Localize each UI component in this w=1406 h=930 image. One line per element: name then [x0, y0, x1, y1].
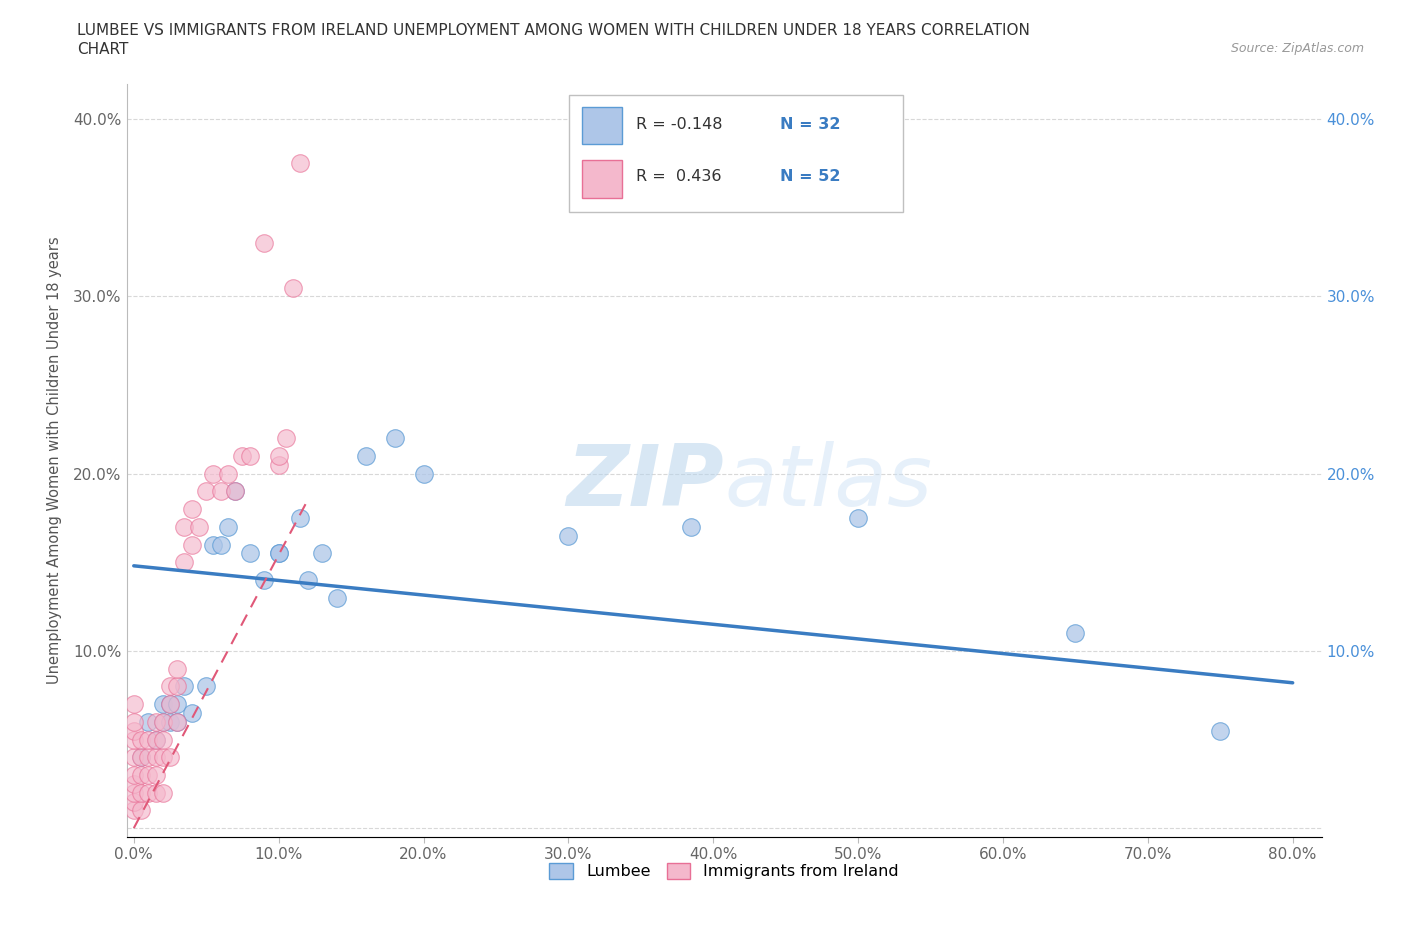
Text: LUMBEE VS IMMIGRANTS FROM IRELAND UNEMPLOYMENT AMONG WOMEN WITH CHILDREN UNDER 1: LUMBEE VS IMMIGRANTS FROM IRELAND UNEMPL… — [77, 23, 1031, 38]
Point — [122, 697, 145, 711]
Point — [166, 714, 188, 729]
Point — [253, 573, 276, 588]
Point — [267, 546, 290, 561]
Point — [122, 732, 145, 747]
Point — [290, 156, 312, 171]
Point — [145, 732, 167, 747]
Point — [136, 714, 159, 729]
Point — [166, 661, 188, 676]
Point — [224, 484, 246, 498]
Point — [159, 750, 181, 764]
Point — [846, 511, 869, 525]
Point — [311, 546, 333, 561]
Point — [152, 750, 174, 764]
Point — [180, 501, 202, 516]
Point — [1064, 626, 1087, 641]
Point — [217, 466, 239, 481]
Point — [122, 785, 145, 800]
Point — [122, 767, 145, 782]
Point — [209, 538, 232, 552]
Point — [239, 546, 262, 561]
Point — [224, 484, 246, 498]
Point — [122, 714, 145, 729]
Point — [217, 519, 239, 534]
Point — [122, 794, 145, 809]
Point — [159, 697, 181, 711]
Point — [557, 528, 579, 543]
Point — [152, 714, 174, 729]
Point — [136, 750, 159, 764]
Point — [122, 724, 145, 738]
Text: ZIP: ZIP — [567, 442, 724, 525]
Point — [136, 767, 159, 782]
Point — [681, 519, 703, 534]
Y-axis label: Unemployment Among Women with Children Under 18 years: Unemployment Among Women with Children U… — [46, 236, 62, 684]
Point — [166, 714, 188, 729]
Point — [166, 697, 188, 711]
Point — [267, 546, 290, 561]
Point — [159, 714, 181, 729]
Point — [152, 785, 174, 800]
Text: atlas: atlas — [724, 442, 932, 525]
Text: CHART: CHART — [77, 42, 129, 57]
Point — [195, 484, 218, 498]
Point — [325, 591, 347, 605]
Point — [159, 697, 181, 711]
Point — [145, 750, 167, 764]
Point — [166, 679, 188, 694]
Point — [152, 714, 174, 729]
Point — [274, 431, 297, 445]
Point — [129, 767, 152, 782]
Point — [231, 448, 253, 463]
Point — [290, 511, 312, 525]
Point — [136, 785, 159, 800]
Text: Source: ZipAtlas.com: Source: ZipAtlas.com — [1230, 42, 1364, 55]
Point — [180, 706, 202, 721]
Point — [145, 714, 167, 729]
Point — [195, 679, 218, 694]
Point — [384, 431, 406, 445]
Point — [145, 732, 167, 747]
Point — [188, 519, 211, 534]
Point — [173, 679, 195, 694]
Point — [173, 555, 195, 570]
Point — [122, 777, 145, 791]
Point — [239, 448, 262, 463]
Point — [129, 750, 152, 764]
Point — [267, 458, 290, 472]
Point — [129, 732, 152, 747]
Point — [122, 750, 145, 764]
Point — [173, 519, 195, 534]
Legend: Lumbee, Immigrants from Ireland: Lumbee, Immigrants from Ireland — [543, 857, 905, 885]
Point — [136, 732, 159, 747]
Point — [152, 732, 174, 747]
Point — [122, 803, 145, 817]
Point — [129, 785, 152, 800]
Point — [297, 573, 319, 588]
Point — [145, 785, 167, 800]
Point — [152, 697, 174, 711]
Point — [159, 679, 181, 694]
Point — [267, 448, 290, 463]
Point — [202, 538, 225, 552]
Point — [202, 466, 225, 481]
Point — [129, 750, 152, 764]
Point — [412, 466, 434, 481]
Point — [180, 538, 202, 552]
Point — [129, 803, 152, 817]
Point — [209, 484, 232, 498]
Point — [253, 236, 276, 251]
Point — [145, 767, 167, 782]
Point — [1209, 724, 1232, 738]
Point — [354, 448, 377, 463]
Point — [281, 280, 304, 295]
